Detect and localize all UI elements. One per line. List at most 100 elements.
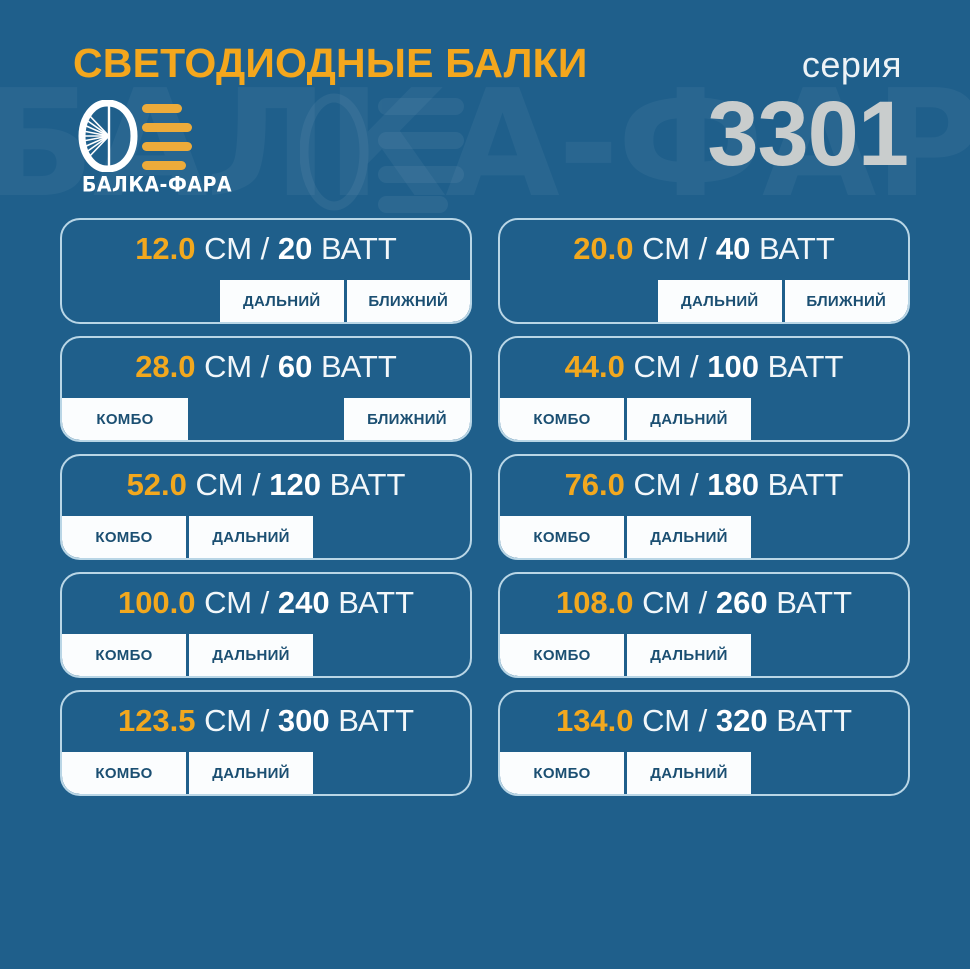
beam-type-tag[interactable]: ДАЛЬНИЙ <box>658 280 782 322</box>
product-card[interactable]: 44.0 СМ / 100 ВАТТ КОМБО ДАЛЬНИЙ <box>498 336 910 442</box>
product-power-value: 60 <box>277 349 313 384</box>
product-card[interactable]: 134.0 СМ / 320 ВАТТ КОМБО ДАЛЬНИЙ <box>498 690 910 796</box>
beam-type-tag[interactable]: ДАЛЬНИЙ <box>627 752 751 794</box>
tag-row-trailing-spacer <box>751 398 908 440</box>
beam-type-tag[interactable]: БЛИЖНИЙ <box>344 398 470 440</box>
product-power-unit: ВАТТ <box>759 231 835 266</box>
product-size-value: 76.0 <box>564 467 625 502</box>
beam-type-tag-row: ДАЛЬНИЙ БЛИЖНИЙ <box>500 280 908 322</box>
beam-type-tag[interactable]: ДАЛЬНИЙ <box>627 398 751 440</box>
product-size-value: 134.0 <box>555 703 634 738</box>
spec-separator: / <box>252 467 261 502</box>
product-size-value: 28.0 <box>135 349 196 384</box>
beam-type-tag[interactable]: КОМБО <box>500 516 624 558</box>
tag-row-trailing-spacer <box>751 516 908 558</box>
spec-separator: / <box>698 703 708 738</box>
beam-type-tag[interactable]: КОМБО <box>62 398 188 440</box>
product-card[interactable]: 76.0 СМ / 180 ВАТТ КОМБО ДАЛЬНИЙ <box>498 454 910 560</box>
product-card[interactable]: 20.0 СМ / 40 ВАТТ ДАЛЬНИЙ БЛИЖНИЙ <box>498 218 910 324</box>
product-size-value: 123.5 <box>117 703 196 738</box>
beam-type-tag-row: КОМБО ДАЛЬНИЙ <box>500 398 908 440</box>
product-card[interactable]: 123.5 СМ / 300 ВАТТ КОМБО ДАЛЬНИЙ <box>60 690 472 796</box>
product-spec-heading: 123.5 СМ / 300 ВАТТ <box>62 705 470 736</box>
spec-separator: / <box>260 231 270 266</box>
tag-row-gap <box>188 398 344 440</box>
product-power-unit: ВАТТ <box>776 585 853 620</box>
product-spec-heading: 12.0 СМ / 20 ВАТТ <box>62 233 470 264</box>
product-spec-heading: 108.0 СМ / 260 ВАТТ <box>500 587 908 618</box>
brand-name: БАЛКА-ФАРА <box>81 172 233 198</box>
product-card[interactable]: 52.0 СМ / 120 ВАТТ КОМБО ДАЛЬНИЙ <box>60 454 472 560</box>
beam-type-tag[interactable]: КОМБО <box>500 634 624 676</box>
beam-type-tag-row: КОМБО БЛИЖНИЙ <box>62 398 470 440</box>
beam-type-tag[interactable]: ДАЛЬНИЙ <box>220 280 344 322</box>
product-size-unit: СМ <box>642 231 691 266</box>
product-size-unit: СМ <box>204 231 253 266</box>
product-power-unit: ВАТТ <box>338 703 415 738</box>
product-spec-heading: 20.0 СМ / 40 ВАТТ <box>500 233 908 264</box>
brand-logo: БАЛКА-ФАРА <box>62 100 272 205</box>
beam-type-tag[interactable]: КОМБО <box>500 398 624 440</box>
product-power-value: 120 <box>269 467 322 502</box>
product-power-unit: ВАТТ <box>329 467 406 502</box>
beam-type-tag-row: КОМБО ДАЛЬНИЙ <box>62 516 470 558</box>
product-card-grid: 12.0 СМ / 20 ВАТТ ДАЛЬНИЙ БЛИЖНИЙ 20.0 СМ /… <box>0 218 970 796</box>
beam-type-tag[interactable]: КОМБО <box>62 752 186 794</box>
tag-row-trailing-spacer <box>313 752 470 794</box>
product-power-value: 260 <box>715 585 768 620</box>
product-size-unit: СМ <box>633 349 682 384</box>
tag-row-spacer <box>500 280 658 322</box>
product-spec-heading: 100.0 СМ / 240 ВАТТ <box>62 587 470 618</box>
beam-type-tag[interactable]: КОМБО <box>62 516 186 558</box>
beam-type-tag-row: КОМБО ДАЛЬНИЙ <box>500 634 908 676</box>
product-size-value: 108.0 <box>555 585 634 620</box>
logo-light-dashes <box>142 102 208 172</box>
product-size-unit: СМ <box>204 703 253 738</box>
product-size-unit: СМ <box>195 467 244 502</box>
product-spec-heading: 44.0 СМ / 100 ВАТТ <box>500 351 908 382</box>
spec-separator: / <box>260 349 270 384</box>
product-size-unit: СМ <box>204 585 253 620</box>
product-power-unit: ВАТТ <box>767 349 844 384</box>
product-power-value: 180 <box>707 467 760 502</box>
beam-type-tag[interactable]: ДАЛЬНИЙ <box>189 752 313 794</box>
beam-type-tag[interactable]: ДАЛЬНИЙ <box>189 516 313 558</box>
beam-type-tag[interactable]: ДАЛЬНИЙ <box>627 516 751 558</box>
product-size-unit: СМ <box>633 467 682 502</box>
series-label: серия <box>801 44 902 85</box>
product-power-value: 40 <box>715 231 751 266</box>
product-card[interactable]: 100.0 СМ / 240 ВАТТ КОМБО ДАЛЬНИЙ <box>60 572 472 678</box>
beam-type-tag[interactable]: ДАЛЬНИЙ <box>189 634 313 676</box>
beam-type-tag[interactable]: КОМБО <box>500 752 624 794</box>
page-title: СВЕТОДИОДНЫЕ БАЛКИ <box>73 40 588 86</box>
beam-type-tag-row: КОМБО ДАЛЬНИЙ <box>500 752 908 794</box>
product-power-unit: ВАТТ <box>338 585 415 620</box>
spec-separator: / <box>698 585 708 620</box>
beam-type-tag[interactable]: ДАЛЬНИЙ <box>627 634 751 676</box>
product-power-unit: ВАТТ <box>321 349 397 384</box>
product-size-value: 44.0 <box>564 349 625 384</box>
product-power-value: 300 <box>277 703 330 738</box>
tag-row-trailing-spacer <box>751 752 908 794</box>
beam-type-tag[interactable]: БЛИЖНИЙ <box>346 280 470 322</box>
product-power-value: 320 <box>715 703 768 738</box>
spec-separator: / <box>260 703 270 738</box>
product-card[interactable]: 28.0 СМ / 60 ВАТТ КОМБО БЛИЖНИЙ <box>60 336 472 442</box>
product-spec-heading: 52.0 СМ / 120 ВАТТ <box>62 469 470 500</box>
product-power-unit: ВАТТ <box>321 231 397 266</box>
product-power-value: 100 <box>707 349 760 384</box>
spec-separator: / <box>690 467 699 502</box>
product-power-value: 240 <box>277 585 330 620</box>
product-size-value: 20.0 <box>573 231 634 266</box>
spec-separator: / <box>690 349 699 384</box>
product-power-value: 20 <box>277 231 313 266</box>
beam-type-tag[interactable]: БЛИЖНИЙ <box>784 280 908 322</box>
product-card[interactable]: 108.0 СМ / 260 ВАТТ КОМБО ДАЛЬНИЙ <box>498 572 910 678</box>
tag-row-trailing-spacer <box>313 634 470 676</box>
product-card[interactable]: 12.0 СМ / 20 ВАТТ ДАЛЬНИЙ БЛИЖНИЙ <box>60 218 472 324</box>
beam-type-tag-row: КОМБО ДАЛЬНИЙ <box>62 634 470 676</box>
beam-type-tag-row: ДАЛЬНИЙ БЛИЖНИЙ <box>62 280 470 322</box>
product-spec-heading: 76.0 СМ / 180 ВАТТ <box>500 469 908 500</box>
tag-row-trailing-spacer <box>751 634 908 676</box>
beam-type-tag[interactable]: КОМБО <box>62 634 186 676</box>
